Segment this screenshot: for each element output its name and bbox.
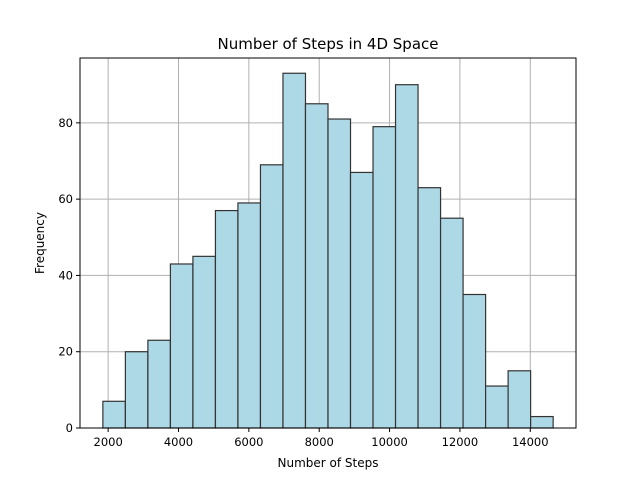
histogram-bar: [349, 171, 374, 429]
histogram-bar: [372, 126, 397, 429]
x-tick-label: 14000: [512, 435, 549, 449]
y-tick-label: 20: [58, 345, 73, 359]
histogram-bar: [484, 385, 509, 429]
histogram-bar: [102, 400, 126, 429]
x-tick-label: 6000: [234, 435, 263, 449]
histogram-bars: [102, 72, 554, 429]
histogram-bar: [394, 84, 419, 429]
histogram-bar: [124, 351, 149, 429]
histogram-bar: [439, 217, 464, 429]
axis-ticks: 2000 4000 6000 8000 10000 12000 14000 0 20 40 60 80: [58, 116, 548, 449]
histogram-bar: [507, 370, 532, 429]
x-axis-label: Number of Steps: [278, 456, 379, 470]
x-tick-label: 8000: [305, 435, 334, 449]
y-axis-label: Frequency: [33, 212, 47, 274]
histogram-bar: [304, 103, 329, 429]
histogram-bar: [462, 293, 487, 429]
y-tick-label: 80: [58, 116, 73, 130]
histogram-bar: [192, 255, 217, 429]
plot-frame: [79, 57, 577, 429]
histogram-bar: [530, 415, 554, 429]
histogram-bar: [214, 209, 239, 429]
histogram-bar: [282, 72, 307, 429]
histogram-bar: [327, 118, 352, 429]
y-tick-label: 40: [58, 268, 73, 282]
x-tick-label: 4000: [164, 435, 193, 449]
x-tick-label: 2000: [94, 435, 123, 449]
histogram-bar: [417, 187, 442, 429]
y-tick-label: 0: [66, 421, 73, 435]
histogram-bar: [237, 202, 262, 429]
chart-title: Number of Steps in 4D Space: [217, 35, 438, 53]
histogram-bar: [259, 164, 284, 429]
x-tick-label: 12000: [442, 435, 479, 449]
histogram-bar: [147, 339, 172, 429]
y-tick-label: 60: [58, 192, 73, 206]
x-tick-label: 10000: [371, 435, 408, 449]
histogram-bar: [169, 263, 194, 429]
